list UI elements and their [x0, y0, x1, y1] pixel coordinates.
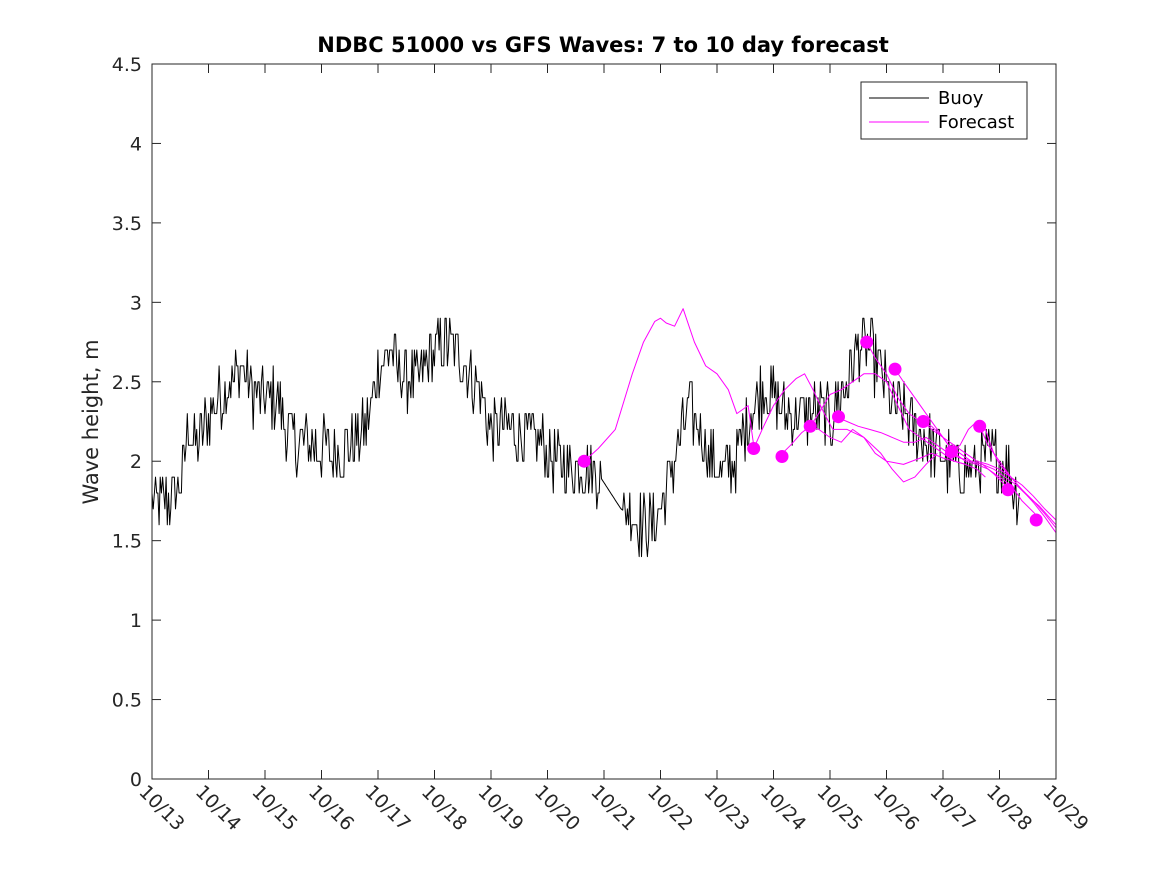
buoy-series-group [151, 317, 1020, 558]
y-tick-label: 4 [130, 133, 142, 155]
forecast-line [753, 373, 938, 483]
y-tick-label: 1 [130, 610, 142, 632]
forecast-marker [775, 450, 789, 463]
forecast-line [922, 421, 1057, 521]
forecast-line [809, 373, 986, 478]
forecast-line [583, 308, 755, 462]
buoy-line [151, 317, 1020, 558]
y-tick-label: 2.5 [112, 372, 142, 394]
forecast-marker [945, 445, 958, 459]
forecast-marker [916, 415, 930, 428]
forecast-marker [973, 419, 987, 433]
forecast-marker [860, 335, 874, 349]
y-tick-label: 4.5 [112, 54, 142, 76]
forecast-markers-group [577, 335, 1043, 527]
y-tick-label: 1.5 [112, 531, 142, 553]
forecast-line [979, 426, 1057, 529]
legend-buoy-label: Buoy [938, 88, 984, 109]
forecast-marker [888, 362, 902, 376]
forecast-marker [1029, 513, 1043, 527]
legend-box [860, 81, 1028, 140]
y-tick-label: 2 [130, 451, 142, 473]
chart-title: NDBC 51000 vs GFS Waves: 7 to 10 day for… [317, 33, 888, 57]
y-axis-label: Wave height, m [79, 339, 103, 504]
forecast-line [835, 416, 1014, 494]
forecast-marker [832, 410, 845, 424]
forecast-marker [1001, 483, 1015, 497]
forecast-marker [803, 419, 817, 433]
forecast-marker [577, 454, 591, 468]
forecast-line [948, 421, 1057, 533]
y-tick-label: 3.5 [112, 213, 142, 235]
y-tick-label: 3 [130, 292, 142, 314]
forecast-marker [747, 442, 761, 455]
y-tick-label: 0.5 [112, 690, 142, 712]
y-tick-label: 0 [130, 769, 142, 791]
y-axis: 0 0.5 1 1.5 2 2.5 3 3.5 4 4.5 [112, 54, 1056, 791]
legend: Buoy Forecast [860, 81, 1028, 140]
legend-forecast-label: Forecast [938, 112, 1014, 133]
